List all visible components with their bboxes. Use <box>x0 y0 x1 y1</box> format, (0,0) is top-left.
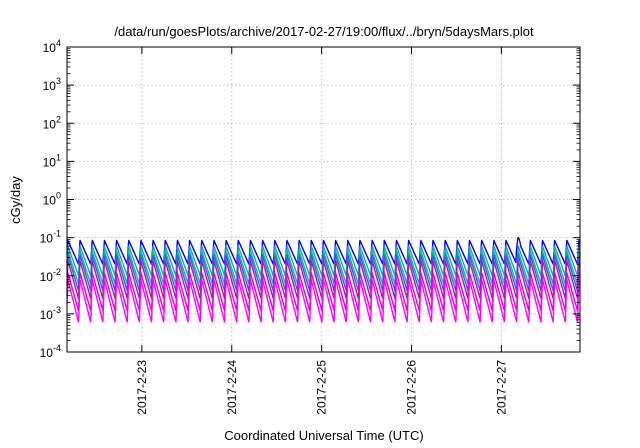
x-axis-title: Coordinated Universal Time (UTC) <box>224 428 423 443</box>
axes: 10-4 10-3 10-2 10-1 100 101 102 103 104 2017-2-23… <box>40 38 580 415</box>
x-tick-label: 2017-2-26 <box>404 360 418 415</box>
y-tick-label: 102 <box>43 114 61 131</box>
y-tick-label: 10-3 <box>40 305 61 322</box>
y-tick-label: 103 <box>43 76 61 93</box>
x-tick-label: 2017-2-24 <box>225 360 239 415</box>
y-tick-label: 10-2 <box>40 267 61 284</box>
y-tick-label: 101 <box>43 152 61 169</box>
x-tick-label: 2017-2-25 <box>315 360 329 415</box>
y-tick-label: 10-1 <box>40 229 61 246</box>
y-tick-label: 10-4 <box>40 343 61 360</box>
y-axis-title: cGy/day <box>8 176 23 224</box>
chart-title: /data/run/goesPlots/archive/2017-02-27/1… <box>114 24 534 39</box>
x-tick-label: 2017-2-23 <box>135 360 149 415</box>
data-series <box>66 236 581 323</box>
series-line <box>66 279 581 323</box>
x-tick-label: 2017-2-27 <box>494 360 508 415</box>
y-tick-label: 100 <box>43 191 61 208</box>
y-tick-label: 104 <box>43 38 61 55</box>
